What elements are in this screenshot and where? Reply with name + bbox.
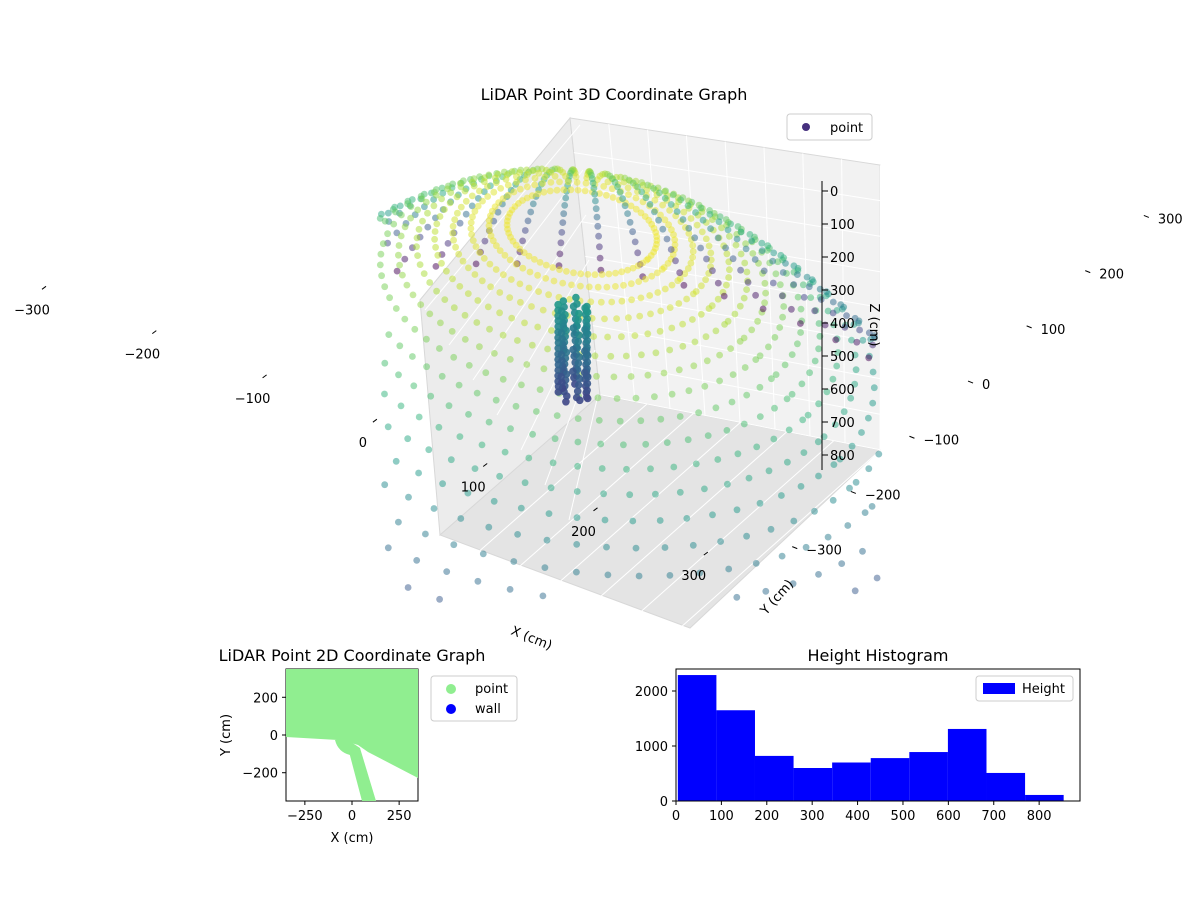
svg-text:−300: −300	[14, 303, 50, 318]
legend-point-label: point	[830, 121, 863, 136]
plot3d-y-axis: −300 −200 −100 0 100 200 300	[792, 212, 1183, 559]
svg-text:300: 300	[830, 284, 855, 299]
svg-text:−100: −100	[923, 433, 959, 448]
svg-text:500: 500	[830, 350, 855, 365]
plot3d-x-axis: −300 −200 −100 0 100 200 300	[14, 285, 709, 584]
point-cloud	[376, 165, 883, 603]
svg-text:300: 300	[681, 569, 706, 584]
plot3d-title: LiDAR Point 3D Coordinate Graph	[481, 85, 748, 104]
svg-text:100: 100	[461, 481, 486, 496]
svg-text:600: 600	[830, 383, 855, 398]
svg-text:200: 200	[830, 251, 855, 266]
plot3d-legend: point	[786, 113, 873, 141]
svg-text:−100: −100	[235, 392, 271, 407]
svg-text:100: 100	[1041, 323, 1066, 338]
svg-text:400: 400	[830, 317, 855, 332]
plot3d-x-label: X (cm)	[509, 624, 554, 654]
svg-text:100: 100	[830, 218, 855, 233]
svg-text:0: 0	[830, 185, 838, 200]
svg-text:−300: −300	[806, 544, 842, 559]
svg-text:0: 0	[982, 378, 990, 393]
plot3d-z-axis: 0 100 200 300 400 500 600 700 800	[821, 181, 855, 470]
svg-text:−200: −200	[124, 348, 160, 363]
svg-text:700: 700	[830, 416, 855, 431]
svg-text:300: 300	[1158, 212, 1183, 227]
svg-text:800: 800	[830, 449, 855, 464]
svg-text:0: 0	[359, 436, 367, 451]
svg-text:−200: −200	[865, 488, 901, 503]
plot3d-z-label: Z (cm)	[866, 304, 881, 347]
svg-text:200: 200	[571, 525, 596, 540]
legend-point-marker	[802, 123, 810, 131]
plot3d-y-label: Y (cm)	[757, 577, 797, 619]
svg-text:200: 200	[1099, 268, 1124, 283]
